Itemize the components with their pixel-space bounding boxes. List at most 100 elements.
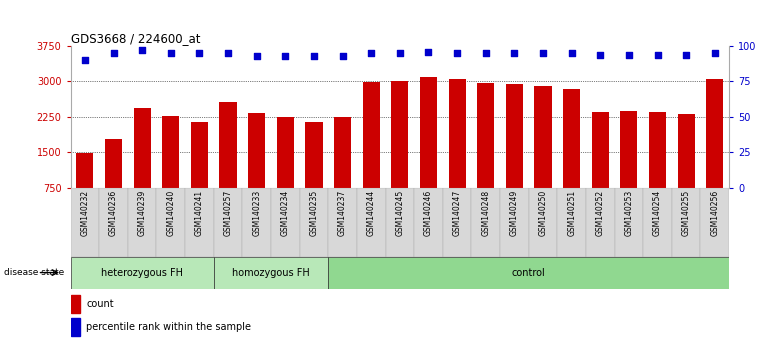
Bar	[271, 188, 299, 257]
Bar	[391, 81, 408, 188]
Bar	[334, 117, 351, 188]
Text: GSM140253: GSM140253	[624, 190, 633, 236]
Bar	[706, 79, 724, 188]
Point	[508, 50, 521, 56]
Bar	[557, 188, 586, 257]
Bar	[299, 188, 328, 257]
Text: GSM140252: GSM140252	[596, 190, 604, 236]
Text: control: control	[512, 268, 546, 278]
Point	[307, 53, 320, 59]
Point	[165, 50, 177, 56]
Bar	[305, 122, 322, 188]
Text: GSM140240: GSM140240	[166, 190, 176, 236]
Point	[652, 52, 664, 57]
Point	[365, 50, 377, 56]
Bar	[133, 108, 151, 188]
Point	[394, 50, 406, 56]
Bar	[563, 89, 580, 188]
Bar	[191, 122, 208, 188]
Bar	[248, 113, 265, 188]
Bar	[471, 188, 500, 257]
Text: GSM140247: GSM140247	[452, 190, 462, 236]
Bar	[477, 83, 495, 188]
Text: GSM140254: GSM140254	[653, 190, 662, 236]
Bar	[157, 188, 185, 257]
Text: disease state: disease state	[4, 268, 64, 277]
Text: GSM140232: GSM140232	[81, 190, 89, 236]
Bar	[242, 188, 271, 257]
Text: GDS3668 / 224600_at: GDS3668 / 224600_at	[71, 32, 200, 45]
Text: GSM140245: GSM140245	[395, 190, 405, 236]
Bar	[586, 188, 615, 257]
Point	[680, 52, 692, 57]
Bar	[592, 112, 609, 188]
Text: count: count	[86, 299, 114, 309]
Text: GSM140233: GSM140233	[252, 190, 261, 236]
Bar	[615, 188, 643, 257]
Point	[565, 50, 578, 56]
Point	[78, 57, 91, 63]
Bar	[528, 188, 557, 257]
Bar	[220, 102, 237, 188]
Bar	[357, 188, 386, 257]
Point	[622, 52, 635, 57]
Bar	[535, 86, 552, 188]
Text: GSM140249: GSM140249	[510, 190, 519, 236]
Text: GSM140241: GSM140241	[195, 190, 204, 236]
Bar	[214, 188, 242, 257]
Bar	[420, 77, 437, 188]
Text: GSM140256: GSM140256	[710, 190, 719, 236]
Bar	[71, 318, 80, 336]
Point	[336, 53, 349, 59]
Bar	[620, 111, 637, 188]
Bar	[672, 188, 700, 257]
Bar	[100, 188, 128, 257]
Text: GSM140255: GSM140255	[681, 190, 691, 236]
Bar	[328, 188, 357, 257]
Bar	[448, 79, 466, 188]
Point	[709, 50, 721, 56]
Text: GSM140239: GSM140239	[138, 190, 147, 236]
Text: GSM140235: GSM140235	[310, 190, 318, 236]
Text: GSM140248: GSM140248	[481, 190, 490, 236]
Point	[279, 53, 292, 59]
Bar	[677, 114, 695, 188]
Text: GSM140251: GSM140251	[567, 190, 576, 236]
Bar	[71, 295, 80, 313]
Point	[423, 49, 435, 55]
Text: percentile rank within the sample: percentile rank within the sample	[86, 322, 251, 332]
Text: homozygous FH: homozygous FH	[232, 268, 310, 278]
Point	[136, 47, 148, 53]
Bar	[649, 112, 666, 188]
Bar	[414, 188, 443, 257]
Point	[451, 50, 463, 56]
Point	[537, 50, 550, 56]
Bar	[105, 138, 122, 188]
Bar	[76, 153, 93, 188]
Bar	[185, 188, 214, 257]
Bar	[128, 188, 157, 257]
Bar	[363, 82, 379, 188]
Bar	[643, 188, 672, 257]
Bar	[443, 188, 471, 257]
Bar	[71, 188, 100, 257]
Bar	[700, 188, 729, 257]
Point	[480, 50, 492, 56]
Bar	[214, 257, 328, 289]
Text: GSM140236: GSM140236	[109, 190, 118, 236]
Bar	[162, 116, 180, 188]
Text: GSM140237: GSM140237	[338, 190, 347, 236]
Bar	[386, 188, 414, 257]
Point	[107, 50, 120, 56]
Text: GSM140234: GSM140234	[281, 190, 290, 236]
Text: GSM140250: GSM140250	[539, 190, 547, 236]
Point	[594, 52, 607, 57]
Bar	[506, 84, 523, 188]
Bar	[71, 257, 214, 289]
Text: GSM140244: GSM140244	[367, 190, 376, 236]
Text: GSM140246: GSM140246	[424, 190, 433, 236]
Bar	[277, 117, 294, 188]
Point	[193, 50, 205, 56]
Point	[222, 50, 234, 56]
Text: GSM140257: GSM140257	[223, 190, 233, 236]
